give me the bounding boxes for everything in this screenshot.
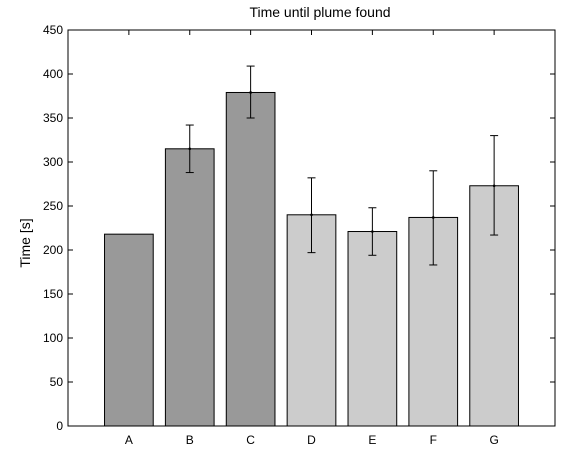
x-tick-label: D: [307, 433, 316, 447]
error-mean-dot-C: [249, 91, 252, 94]
y-tick-label: 450: [43, 23, 63, 37]
bar-B: [164, 148, 215, 427]
y-tick-label: 300: [43, 155, 63, 169]
y-tick-label: 200: [43, 243, 63, 257]
x-tick-label: E: [368, 433, 376, 447]
x-tick-label: A: [125, 433, 133, 447]
ticks-layer: 0 50 100 150 200 250 300 350 400 450 A B C D E F G: [43, 23, 555, 447]
x-tick-label: F: [430, 433, 437, 447]
error-bars-layer: [185, 65, 499, 266]
x-tick-label: C: [246, 433, 255, 447]
y-tick-label: 250: [43, 199, 63, 213]
y-tick-label: 100: [43, 331, 63, 345]
bar-E: [347, 231, 398, 427]
error-mean-dot-E: [371, 230, 374, 233]
y-axis-label: Time [s]: [17, 218, 33, 267]
error-mean-dot-F: [431, 216, 435, 219]
bar-C: [225, 91, 276, 427]
error-mean-dot-D: [310, 213, 313, 217]
y-tick-label: 400: [43, 67, 63, 81]
bars-layer: [104, 91, 519, 427]
chart-title: Time until plume found: [249, 4, 390, 20]
error-mean-dot-G: [492, 184, 496, 188]
y-tick-label: 150: [43, 287, 63, 301]
x-tick-label: B: [186, 433, 194, 447]
y-tick-label: 350: [43, 111, 63, 125]
x-tick-label: G: [489, 433, 498, 447]
error-mean-dot-B: [188, 147, 192, 151]
y-tick-label: 50: [50, 375, 64, 389]
y-tick-label: 0: [56, 419, 63, 433]
bar-A: [104, 233, 154, 427]
